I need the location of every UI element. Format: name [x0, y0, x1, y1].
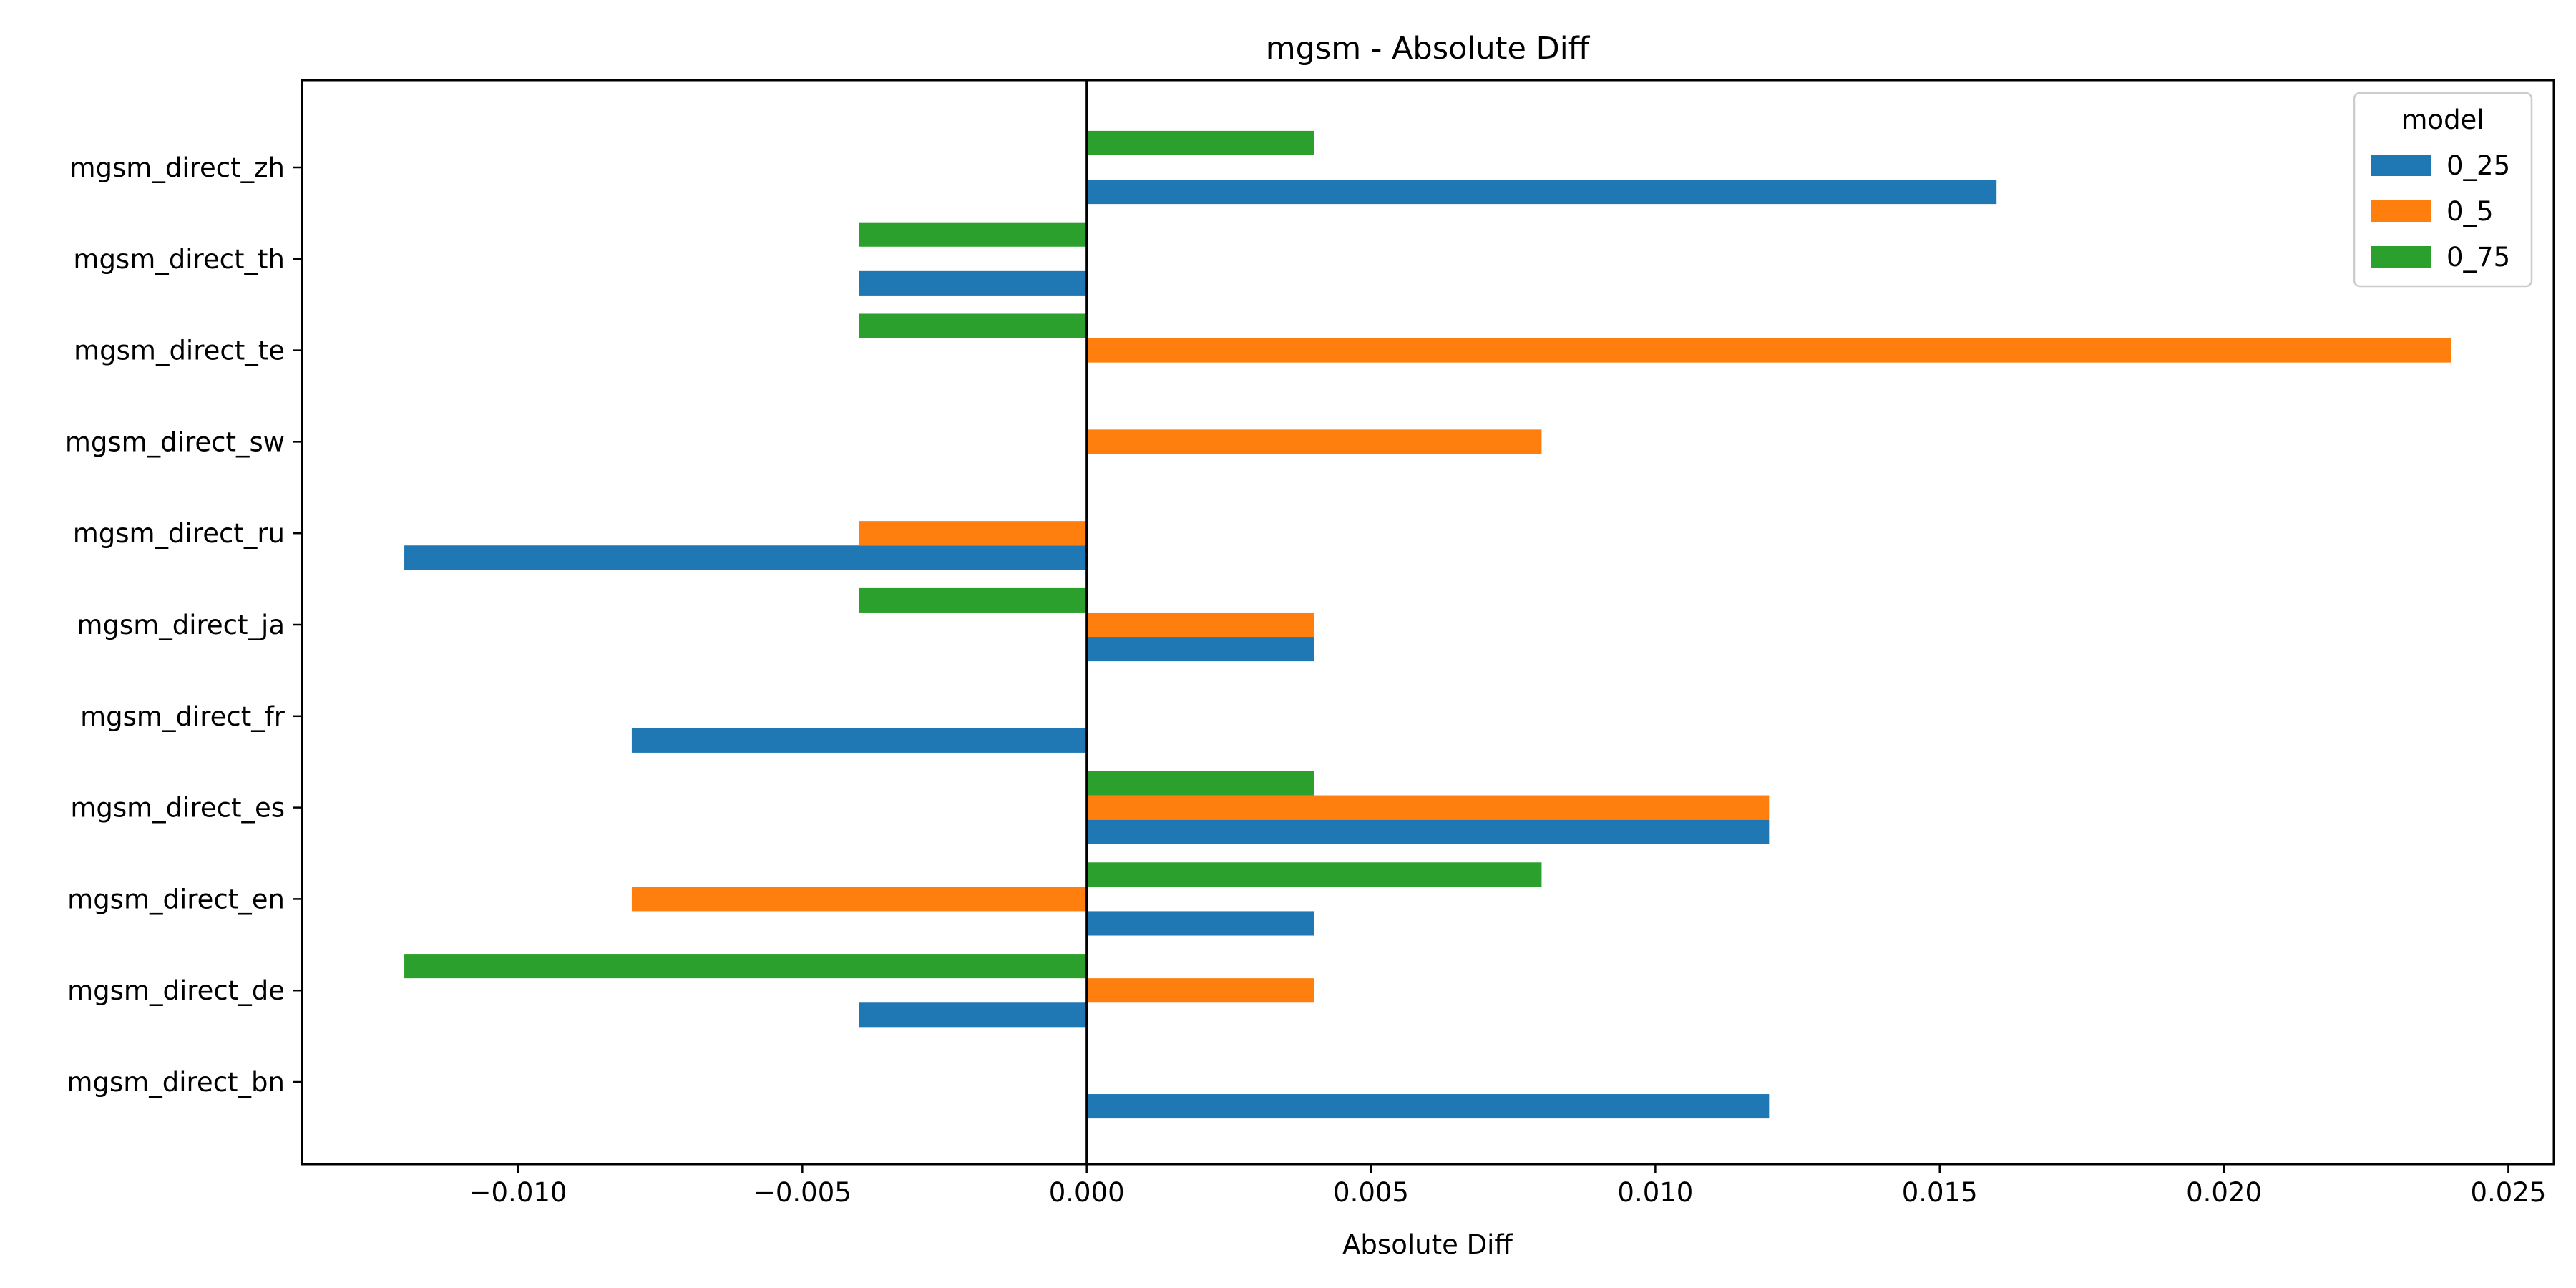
- bar-0_25-mgsm_direct_bn: [1086, 1094, 1770, 1119]
- x-tick-label: 0.015: [1902, 1177, 1978, 1208]
- y-axis: mgsm_direct_bn mgsm_direct_de mgsm_direct_…: [65, 152, 302, 1098]
- bar-0_25-mgsm_direct_zh: [1086, 180, 1997, 205]
- bar-0_75-mgsm_direct_zh: [1086, 130, 1314, 155]
- bar-0_25-mgsm_direct_ja: [1086, 637, 1314, 662]
- bar-0_75-mgsm_direct_ja: [859, 587, 1087, 613]
- y-tick-label: mgsm_direct_ru: [73, 518, 285, 549]
- legend-title: model: [2401, 104, 2484, 135]
- bar-0_5-mgsm_direct_de: [1086, 978, 1314, 1003]
- bar-0_75-mgsm_direct_th: [859, 222, 1087, 247]
- y-tick-label: mgsm_direct_zh: [70, 152, 286, 183]
- x-axis: −0.010 −0.005 0.000 0.005 0.010 0.015 0.020 0.0…: [469, 1164, 2546, 1208]
- x-tick-label: −0.010: [469, 1177, 567, 1208]
- legend-box: [2353, 92, 2533, 288]
- legend-swatch-0_5: [2371, 200, 2431, 222]
- y-tick-label: mgsm_direct_ja: [77, 610, 285, 640]
- bar-0_5-mgsm_direct_ja: [1086, 612, 1314, 638]
- bar-0_75-mgsm_direct_es: [1086, 771, 1314, 796]
- x-tick-label: 0.025: [2470, 1177, 2546, 1208]
- y-tick-label: mgsm_direct_sw: [65, 426, 285, 457]
- chart-title: mgsm - Absolute Diff: [1266, 31, 1591, 67]
- bar-0_25-mgsm_direct_de: [859, 1002, 1087, 1028]
- bar-0_75-mgsm_direct_te: [859, 313, 1087, 338]
- legend-label-0_25: 0_25: [2446, 150, 2510, 181]
- bar-0_25-mgsm_direct_en: [1086, 911, 1314, 936]
- bar-0_5-mgsm_direct_te: [1086, 338, 2451, 363]
- bar-0_5-mgsm_direct_es: [1086, 795, 1770, 820]
- y-tick-label: mgsm_direct_en: [67, 884, 285, 914]
- bar-0_25-mgsm_direct_fr: [631, 728, 1087, 753]
- y-tick-label: mgsm_direct_te: [74, 336, 285, 366]
- legend-swatch-0_25: [2371, 155, 2431, 176]
- y-tick-label: mgsm_direct_fr: [80, 701, 286, 732]
- legend-label-0_5: 0_5: [2446, 196, 2494, 227]
- bar-0_5-mgsm_direct_ru: [859, 521, 1087, 546]
- x-axis-label: Absolute Diff: [1342, 1229, 1513, 1260]
- legend-label-0_75: 0_75: [2446, 242, 2510, 273]
- bar-0_75-mgsm_direct_de: [404, 954, 1087, 979]
- bar-0_25-mgsm_direct_es: [1086, 819, 1770, 844]
- legend-items: 0_25 0_5 0_75: [2371, 150, 2510, 273]
- bar-0_75-mgsm_direct_en: [1086, 862, 1542, 887]
- x-tick-label: −0.005: [753, 1177, 852, 1208]
- bar-0_5-mgsm_direct_en: [631, 887, 1087, 912]
- plot-area-frame: [301, 79, 2555, 1166]
- y-tick-label: mgsm_direct_th: [73, 244, 285, 275]
- x-tick-label: 0.010: [1617, 1177, 1693, 1208]
- y-tick-label: mgsm_direct_de: [67, 975, 285, 1006]
- x-tick-label: 0.020: [2186, 1177, 2262, 1208]
- bar-0_25-mgsm_direct_ru: [404, 545, 1087, 570]
- legend-swatch-0_75: [2371, 246, 2431, 268]
- bar-0_5-mgsm_direct_sw: [1086, 429, 1542, 454]
- y-tick-label: mgsm_direct_bn: [67, 1067, 285, 1098]
- y-tick-label: mgsm_direct_es: [70, 793, 285, 824]
- x-tick-label: 0.005: [1333, 1177, 1409, 1208]
- bar-0_25-mgsm_direct_th: [859, 270, 1087, 296]
- x-tick-label: 0.000: [1049, 1177, 1125, 1208]
- legend: model 0_25 0_5 0_75: [2353, 92, 2533, 288]
- bars-layer: [404, 130, 2451, 1119]
